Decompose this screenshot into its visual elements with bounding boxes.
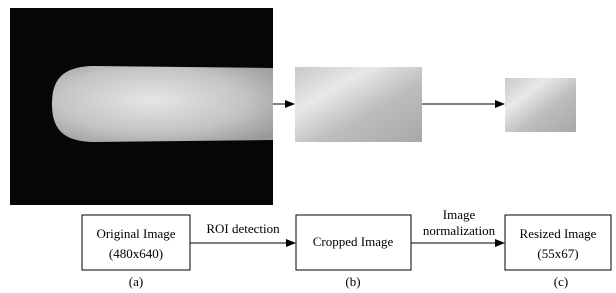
page: html, body { margin: 0; padding: 0; back… bbox=[0, 0, 616, 293]
diagram: Original Image (480x640) Cropped Image R… bbox=[0, 0, 616, 293]
node-sublabel: (480x640) bbox=[109, 246, 163, 261]
edge-label: Image bbox=[443, 207, 476, 222]
node-label: Cropped Image bbox=[313, 234, 394, 249]
finger bbox=[52, 66, 273, 142]
edge-label: ROI detection bbox=[206, 221, 280, 236]
resized-image bbox=[505, 78, 576, 132]
cropped-image bbox=[295, 67, 422, 142]
caption: (c) bbox=[554, 274, 568, 289]
body: {"nodes": [ {"label": "Original Image", … bbox=[0, 0, 616, 293]
node-label: Resized Image bbox=[520, 226, 597, 241]
node-box bbox=[505, 215, 611, 270]
node-box bbox=[82, 215, 190, 270]
node-label: Original Image bbox=[96, 226, 175, 241]
caption: (b) bbox=[345, 274, 360, 289]
node-sublabel: (55x67) bbox=[537, 246, 578, 261]
caption: (a) bbox=[129, 274, 143, 289]
edge-label: normalization bbox=[423, 223, 496, 238]
